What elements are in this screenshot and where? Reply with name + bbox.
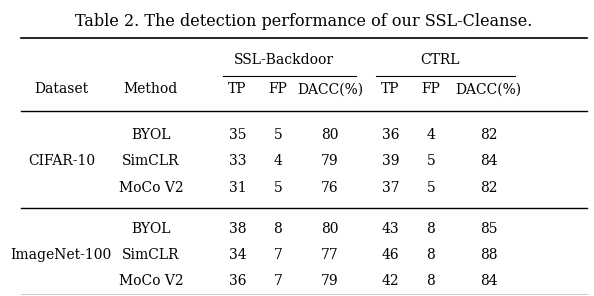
Text: 4: 4 (273, 154, 282, 168)
Text: 77: 77 (321, 248, 339, 262)
Text: 8: 8 (426, 274, 435, 288)
Text: 33: 33 (229, 154, 247, 168)
Text: 85: 85 (480, 222, 497, 236)
Text: DACC(%): DACC(%) (297, 82, 363, 96)
Text: 42: 42 (382, 274, 399, 288)
Text: SimCLR: SimCLR (122, 248, 179, 262)
Text: 37: 37 (382, 181, 399, 194)
Text: TP: TP (228, 82, 247, 96)
Text: 8: 8 (426, 248, 435, 262)
Text: Method: Method (124, 82, 178, 96)
Text: Dataset: Dataset (34, 82, 89, 96)
Text: 82: 82 (480, 128, 497, 142)
Text: 84: 84 (480, 274, 498, 288)
Text: BYOL: BYOL (131, 222, 170, 236)
Text: DACC(%): DACC(%) (456, 82, 522, 96)
Text: Table 2. The detection performance of our SSL-Cleanse.: Table 2. The detection performance of ou… (75, 13, 533, 30)
Text: FP: FP (422, 82, 440, 96)
Text: 31: 31 (229, 181, 247, 194)
Text: 8: 8 (274, 222, 282, 236)
Text: 7: 7 (273, 274, 282, 288)
Text: FP: FP (268, 82, 287, 96)
Text: BYOL: BYOL (131, 128, 170, 142)
Text: 46: 46 (382, 248, 399, 262)
Text: MoCo V2: MoCo V2 (119, 181, 183, 194)
Text: 38: 38 (229, 222, 247, 236)
Text: MoCo V2: MoCo V2 (119, 274, 183, 288)
Text: 5: 5 (274, 128, 282, 142)
Text: 88: 88 (480, 248, 497, 262)
Text: SimCLR: SimCLR (122, 154, 179, 168)
Text: 36: 36 (229, 274, 247, 288)
Text: 5: 5 (426, 181, 435, 194)
Text: 34: 34 (229, 248, 247, 262)
Text: 76: 76 (321, 181, 339, 194)
Text: TP: TP (381, 82, 400, 96)
Text: 43: 43 (382, 222, 399, 236)
Text: 80: 80 (321, 128, 339, 142)
Text: 80: 80 (321, 222, 339, 236)
Text: 5: 5 (274, 181, 282, 194)
Text: SSL-Backdoor: SSL-Backdoor (233, 53, 334, 67)
Text: 36: 36 (382, 128, 399, 142)
Text: 7: 7 (273, 248, 282, 262)
Text: 35: 35 (229, 128, 247, 142)
Text: 5: 5 (426, 154, 435, 168)
Text: CIFAR-10: CIFAR-10 (28, 154, 95, 168)
Text: 79: 79 (321, 154, 339, 168)
Text: 8: 8 (426, 222, 435, 236)
Text: 82: 82 (480, 181, 497, 194)
Text: 39: 39 (382, 154, 399, 168)
Text: CTRL: CTRL (420, 53, 459, 67)
Text: ImageNet-100: ImageNet-100 (11, 248, 112, 262)
Text: 84: 84 (480, 154, 498, 168)
Text: 79: 79 (321, 274, 339, 288)
Text: 4: 4 (426, 128, 435, 142)
